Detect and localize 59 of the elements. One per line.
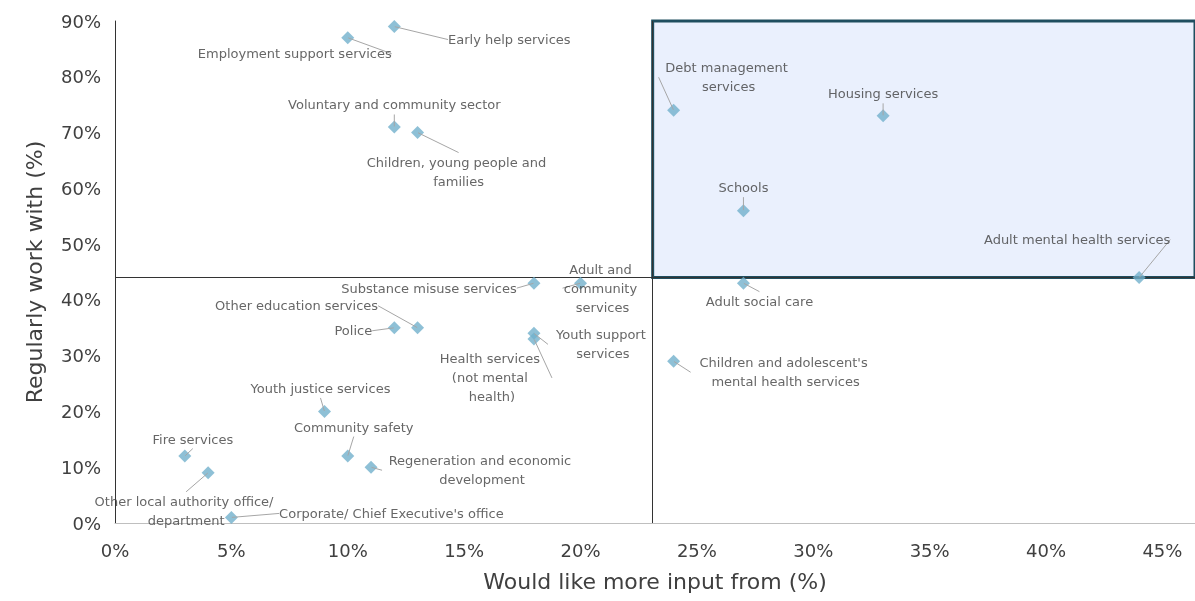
x-tick-label: 35% <box>909 539 950 561</box>
annotation: Substance misuse services <box>341 280 517 296</box>
x-tick-label: 25% <box>676 539 717 561</box>
point <box>341 449 355 463</box>
x-tick-label: 5% <box>217 539 246 561</box>
y-tick-label: 30% <box>60 345 101 367</box>
point <box>341 31 355 45</box>
point <box>387 20 401 34</box>
point <box>736 276 750 290</box>
x-tick-label: 15% <box>444 539 485 561</box>
x-tick-label: 45% <box>1142 539 1183 561</box>
x-tick-label: 10% <box>327 539 368 561</box>
annotation: Health services (not mental health) <box>439 351 545 405</box>
point <box>667 103 681 117</box>
annotation: Debt management services <box>665 60 792 95</box>
point <box>411 321 425 335</box>
point <box>201 466 215 480</box>
y-tick-label: 70% <box>60 122 101 144</box>
annotation: Regeneration and economic development <box>388 453 576 488</box>
point <box>411 126 425 140</box>
y-tick-label: 40% <box>60 289 101 311</box>
point <box>667 354 681 368</box>
annotation: Police <box>334 323 373 339</box>
y-tick-label: 90% <box>60 10 101 32</box>
annotation: Adult and community services <box>563 261 642 315</box>
y-tick-label: 50% <box>60 233 101 255</box>
annotation: Community safety <box>294 419 414 435</box>
y-tick-label: 60% <box>60 177 101 199</box>
y-tick-label: 20% <box>60 400 101 422</box>
annotation: Employment support services <box>197 46 392 62</box>
annotation: Schools <box>718 180 769 196</box>
annotation: Children, young people and families <box>366 154 551 189</box>
annotation: Youth justice services <box>249 380 391 396</box>
point <box>178 449 192 463</box>
x-tick-label: 0% <box>100 539 130 561</box>
point <box>317 404 331 418</box>
annotation: Adult mental health services <box>983 232 1171 248</box>
annotation: Children and adolescent's mental health services <box>699 355 872 390</box>
annotation: Adult social care <box>705 293 814 309</box>
x-tick-label: 40% <box>1026 539 1067 561</box>
point <box>364 460 378 474</box>
point <box>387 321 401 335</box>
y-axis-title: Regularly work with (%) <box>21 140 47 404</box>
x-tick-label: 20% <box>560 539 601 561</box>
y-tick-label: 80% <box>60 66 101 88</box>
point <box>1132 271 1146 285</box>
point <box>527 276 541 290</box>
point <box>387 120 401 134</box>
y-tick-label: 10% <box>60 456 101 478</box>
x-axis-title: Would like more input from (%) <box>483 568 827 594</box>
x-tick-label: 30% <box>793 539 834 561</box>
annotation: Voluntary and community sector <box>288 97 502 113</box>
annotation: Other education services <box>215 298 379 314</box>
point <box>736 204 750 218</box>
annotation: Youth support services <box>555 327 650 362</box>
annotation: Early help services <box>448 32 571 48</box>
annotation: Corporate/ Chief Executive's office <box>279 505 504 521</box>
annotation: Housing services <box>827 86 939 102</box>
annotation: Fire services <box>152 431 234 447</box>
